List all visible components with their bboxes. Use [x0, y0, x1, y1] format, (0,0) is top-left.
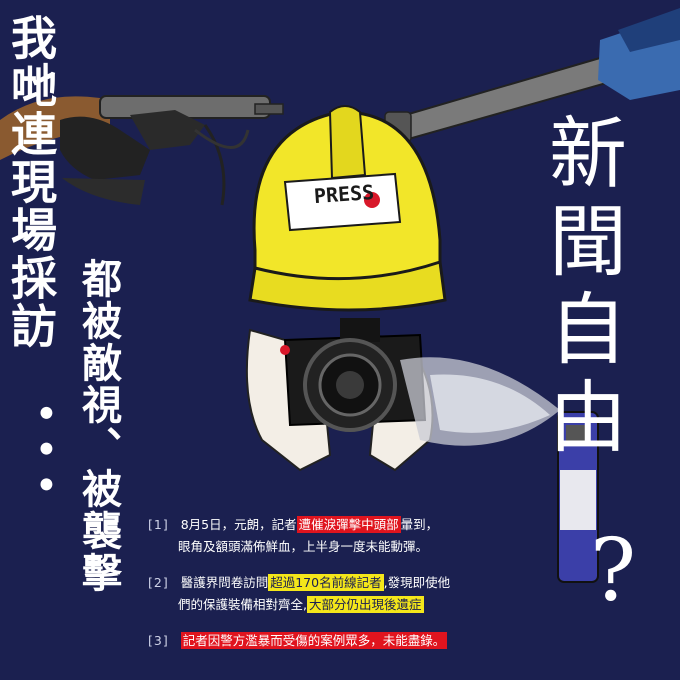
footnote-text: 們的保護裝備相對齊全,: [178, 597, 307, 612]
footnote-text: 8月5日，元朗，記者: [180, 517, 297, 532]
footnote-2: [2] 醫護界問卷訪問 超過170名前線記者 ,發現即使他 們的保護裝備相對齊全, 大部…: [148, 572, 450, 616]
press-helmet-illustration: [248, 105, 447, 312]
footnote-text: ,發現即使他: [383, 575, 451, 590]
footnote-highlight: 記者因警方濫暴而受傷的案例眾多，未能盡錄。: [180, 632, 448, 649]
left-ellipsis: •••: [25, 402, 65, 510]
footnote-3: [3] 記者因警方濫暴而受傷的案例眾多，未能盡錄。: [148, 630, 448, 652]
footnote-text: 眼角及額頭滿佈鮮血，上半身一度未能動彈。: [178, 539, 429, 554]
footnote-highlight: 遭催淚彈擊中頭部: [296, 516, 401, 533]
question-mark: ?: [590, 521, 637, 621]
right-gun-illustration: [384, 8, 680, 143]
right-heading: 新聞自由: [536, 112, 626, 464]
footnote-highlight: 大部分仍出現後遺症: [306, 596, 424, 613]
footnote-highlight: 超過170名前線記者: [268, 574, 384, 591]
footnote-1: [1] 8月5日，元朗，記者 遭催淚彈擊中頭部 暈到， 眼角及額頭滿佈鮮血，上半身一度…: [148, 514, 438, 558]
camera-hands-illustration: [245, 318, 434, 472]
footnote-number: [3]: [148, 633, 169, 648]
footnote-number: [1]: [148, 517, 169, 532]
left-heading: 我哋連現場採訪: [4, 14, 58, 350]
footnote-text: 暈到，: [400, 517, 439, 532]
pepper-spray-illustration: [400, 357, 599, 583]
footnote-text: 醫護界問卷訪問: [180, 575, 269, 590]
left-gun-illustration: [0, 95, 284, 206]
footnote-number: [2]: [148, 575, 169, 590]
left-subheading: 都被敵視、被襲擊: [75, 258, 122, 594]
